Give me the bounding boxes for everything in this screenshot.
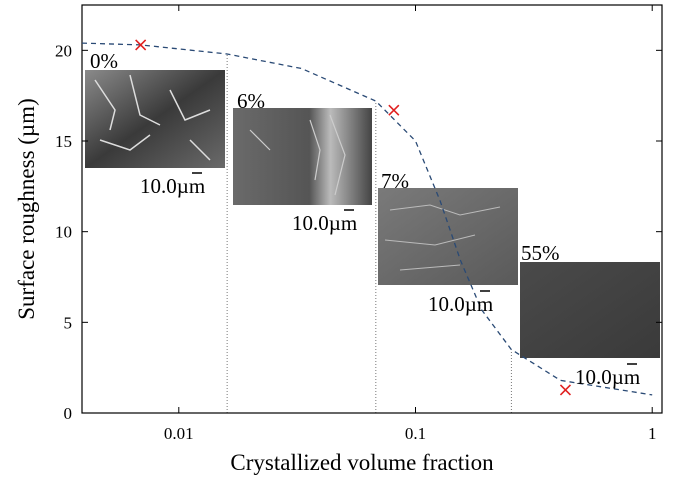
- y-tick-label: 10: [55, 223, 72, 242]
- y-tick-label: 15: [55, 132, 72, 151]
- sem-image: [378, 188, 518, 285]
- inset-images: [85, 70, 660, 358]
- y-axis-label: Surface roughness (µm): [14, 98, 39, 319]
- y-tick-label: 0: [64, 404, 73, 423]
- inset-label: 55%: [521, 241, 560, 265]
- x-tick-label: 0.1: [405, 424, 426, 443]
- x-tick-label: 0.01: [164, 424, 194, 443]
- scale-label: 10.0µm: [428, 292, 493, 316]
- sem-image: [520, 262, 660, 358]
- scale-label: 10.0µm: [140, 174, 205, 198]
- y-tick-label: 5: [64, 313, 73, 332]
- scale-label: 10.0µm: [292, 211, 357, 235]
- data-point: [389, 105, 399, 115]
- x-tick-label: 1: [648, 424, 657, 443]
- inset-label: 7%: [381, 169, 409, 193]
- inset-label: 6%: [237, 89, 265, 113]
- scale-label: 10.0µm: [575, 365, 640, 389]
- x-axis-label: Crystallized volume fraction: [230, 450, 494, 475]
- inset-label: 0%: [90, 49, 118, 73]
- data-point: [560, 385, 570, 395]
- sem-image: [233, 108, 372, 205]
- chart: 0 5 10 15 20 0.01 0.1 1 Crystallized volume frac…: [0, 0, 677, 477]
- y-tick-label: 20: [55, 41, 72, 60]
